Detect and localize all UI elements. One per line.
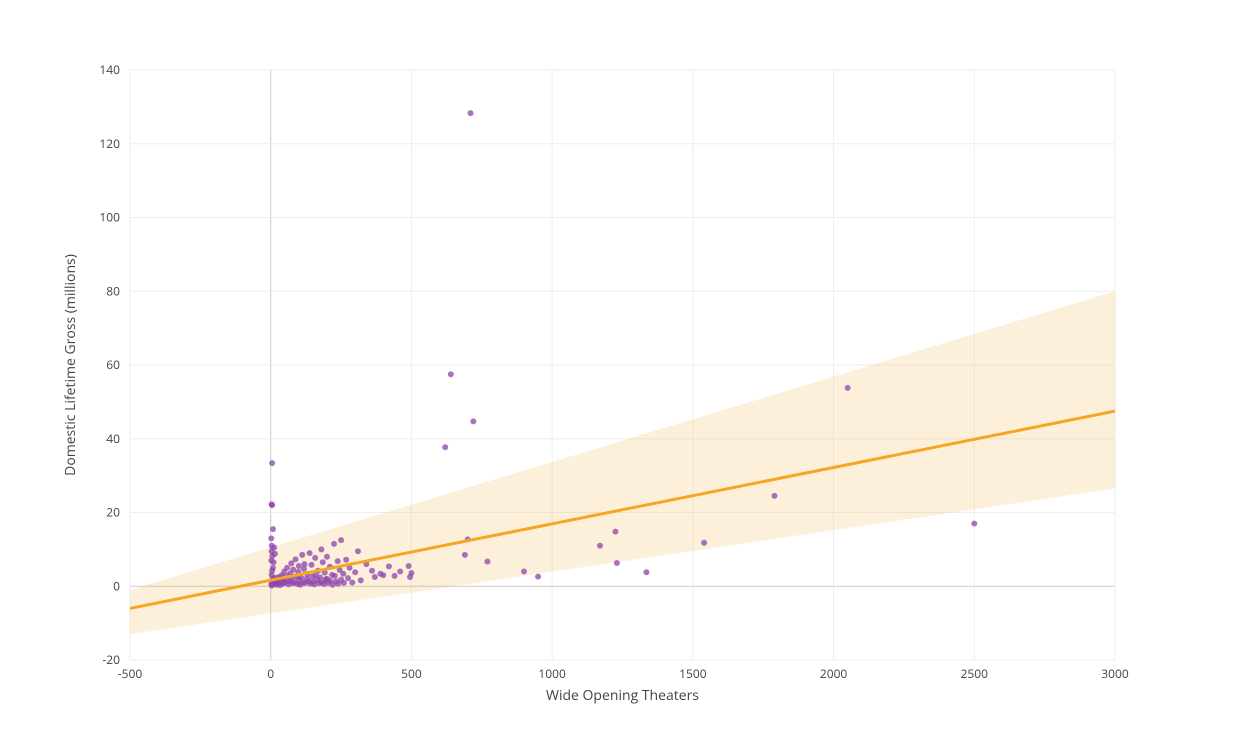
x-tick-label: 0 (267, 665, 274, 682)
scatter-point (272, 551, 278, 557)
scatter-point (484, 559, 490, 565)
scatter-point (462, 552, 468, 558)
scatter-point (318, 546, 324, 552)
y-tick-label: 100 (99, 209, 120, 226)
scatter-point (845, 385, 851, 391)
y-tick-label: 140 (99, 61, 120, 78)
scatter-point (535, 574, 541, 580)
scatter-point (352, 569, 358, 575)
y-axis-label: Domestic Lifetime Gross (millions) (61, 254, 80, 476)
scatter-point (355, 548, 361, 554)
scatter-point (324, 554, 330, 560)
scatter-point (349, 580, 355, 586)
scatter-point (521, 569, 527, 575)
y-tick-label: 20 (106, 504, 120, 521)
scatter-point (701, 540, 707, 546)
scatter-point (301, 561, 307, 567)
x-tick-label: 1500 (679, 665, 707, 682)
scatter-point (292, 556, 298, 562)
scatter-point (392, 573, 398, 579)
scatter-point (614, 560, 620, 566)
scatter-point (380, 572, 386, 578)
scatter-point (771, 493, 777, 499)
scatter-point (341, 580, 347, 586)
scatter-point (332, 573, 338, 579)
x-tick-label: 500 (401, 665, 422, 682)
scatter-point (271, 559, 277, 565)
scatter-point (372, 574, 378, 580)
scatter-point (299, 552, 305, 558)
scatter-regression-chart: -500 0 500 1000 1500 2000 2500 3000 -20 0 20 40 60 80… (0, 0, 1247, 735)
scatter-point (312, 555, 318, 561)
scatter-point (331, 541, 337, 547)
y-tick-label: 0 (113, 577, 120, 594)
x-tick-label: 2500 (961, 665, 989, 682)
x-axis-label: Wide Opening Theaters (546, 686, 699, 705)
scatter-point (643, 569, 649, 575)
y-tick-label: 120 (99, 135, 120, 152)
scatter-point (271, 545, 277, 551)
scatter-point (612, 529, 618, 535)
y-tick-label: 80 (106, 282, 120, 299)
scatter-point (309, 562, 315, 568)
scatter-point (971, 521, 977, 527)
scatter-point (338, 537, 344, 543)
scatter-point (442, 444, 448, 450)
y-tick-label: -20 (102, 651, 120, 668)
scatter-point (448, 371, 454, 377)
x-tick-label: 2000 (820, 665, 848, 682)
scatter-point (597, 543, 603, 549)
scatter-point (269, 460, 275, 466)
x-tick-label: 3000 (1101, 665, 1129, 682)
scatter-point (386, 563, 392, 569)
scatter-point (340, 571, 346, 577)
scatter-point (408, 570, 414, 576)
chart-container: -500 0 500 1000 1500 2000 2500 3000 -20 0 20 40 60 80… (0, 0, 1247, 735)
scatter-point (320, 559, 326, 565)
scatter-point (343, 557, 349, 563)
scatter-point (470, 418, 476, 424)
y-tick-label: 60 (106, 356, 120, 373)
scatter-point (406, 563, 412, 569)
scatter-point (270, 526, 276, 532)
scatter-point (468, 110, 474, 116)
x-tick-label: -500 (118, 665, 143, 682)
scatter-point (335, 558, 341, 564)
scatter-point (307, 550, 313, 556)
scatter-point (369, 568, 375, 574)
scatter-point (345, 575, 351, 581)
y-tick-label: 40 (106, 430, 120, 447)
scatter-point (358, 577, 364, 583)
scatter-point (284, 565, 290, 571)
scatter-point (296, 563, 302, 569)
scatter-point (397, 569, 403, 575)
scatter-point (268, 535, 274, 541)
x-tick-label: 1000 (538, 665, 566, 682)
scatter-point (269, 501, 275, 507)
